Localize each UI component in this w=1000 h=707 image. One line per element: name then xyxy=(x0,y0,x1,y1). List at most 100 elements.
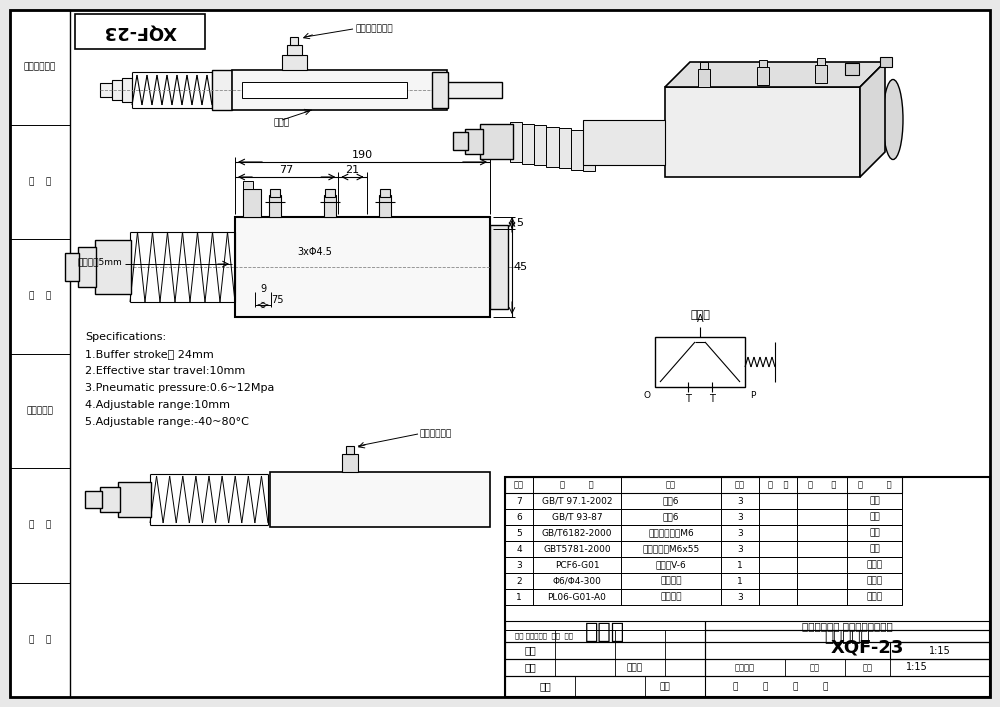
Ellipse shape xyxy=(883,79,903,160)
Text: 2: 2 xyxy=(516,576,522,585)
Bar xyxy=(85,491,102,508)
Text: PCF6-G01: PCF6-G01 xyxy=(555,561,599,570)
Bar xyxy=(505,676,990,697)
Bar xyxy=(700,62,708,69)
Text: GB/T 93-87: GB/T 93-87 xyxy=(552,513,602,522)
Bar xyxy=(705,621,990,631)
Bar xyxy=(705,659,990,676)
Text: 3: 3 xyxy=(516,561,522,570)
Text: 三孔限位阀: 三孔限位阀 xyxy=(825,629,870,644)
Text: 数量: 数量 xyxy=(735,481,745,489)
Text: 75: 75 xyxy=(271,295,283,305)
Text: 21: 21 xyxy=(345,165,359,175)
Text: 名称: 名称 xyxy=(666,481,676,489)
Bar xyxy=(490,225,508,309)
Text: GB/T6182-2000: GB/T6182-2000 xyxy=(542,529,612,537)
Bar xyxy=(346,446,354,454)
Text: 借通用件登记: 借通用件登记 xyxy=(24,63,56,71)
Bar xyxy=(480,124,513,159)
Text: 重       量: 重 量 xyxy=(808,481,836,489)
Text: 3xΦ4.5: 3xΦ4.5 xyxy=(298,247,332,257)
Bar xyxy=(75,14,205,49)
Text: 4.Adjustable range:10mm: 4.Adjustable range:10mm xyxy=(85,400,230,410)
Text: 重量: 重量 xyxy=(810,663,820,672)
Bar xyxy=(118,482,151,517)
Bar xyxy=(522,124,534,163)
Text: 3: 3 xyxy=(737,513,743,522)
Bar xyxy=(890,642,990,659)
Text: 序号: 序号 xyxy=(514,481,524,489)
Text: 描    图: 描 图 xyxy=(29,177,51,186)
Text: 直角接头: 直角接头 xyxy=(660,592,682,602)
Bar xyxy=(505,493,902,509)
Text: 外六角螺栎M6x55: 外六角螺栎M6x55 xyxy=(642,544,700,554)
Text: 45: 45 xyxy=(513,262,527,272)
Text: 5: 5 xyxy=(516,218,524,228)
Text: 1.Buffer stroke： 24mm: 1.Buffer stroke： 24mm xyxy=(85,349,214,359)
Bar xyxy=(815,65,827,83)
Text: Φ6/Φ4-300: Φ6/Φ4-300 xyxy=(553,576,601,585)
Text: GB/T 97.1-2002: GB/T 97.1-2002 xyxy=(542,496,612,506)
Bar xyxy=(95,240,131,294)
Text: 工艺: 工艺 xyxy=(540,682,552,691)
Bar xyxy=(534,125,546,165)
Bar xyxy=(270,472,490,527)
Text: PL06-G01-A0: PL06-G01-A0 xyxy=(548,592,606,602)
Text: 附件: 附件 xyxy=(869,496,880,506)
Bar xyxy=(505,589,902,605)
Text: 1: 1 xyxy=(737,576,743,585)
Text: 平坤6: 平坤6 xyxy=(663,496,679,506)
Text: 6: 6 xyxy=(516,513,522,522)
Bar xyxy=(235,217,490,317)
Bar xyxy=(705,631,990,642)
Bar xyxy=(122,78,132,102)
Text: 备         注: 备 注 xyxy=(858,481,891,489)
Bar xyxy=(270,189,280,197)
Text: 标记 更改文件号  签字  日期: 标记 更改文件号 签字 日期 xyxy=(515,633,573,639)
Text: 材    料: 材 料 xyxy=(768,481,788,489)
Text: 5: 5 xyxy=(516,529,522,537)
Bar xyxy=(505,477,902,493)
Text: 可调范囵5mm: 可调范囵5mm xyxy=(78,257,122,267)
Bar xyxy=(112,80,122,100)
Bar xyxy=(453,132,468,150)
Text: 1: 1 xyxy=(516,592,522,602)
Bar xyxy=(287,45,302,55)
Text: 附件: 附件 xyxy=(869,513,880,522)
Bar xyxy=(583,131,595,171)
Bar xyxy=(698,69,710,87)
Text: 安装上: 安装上 xyxy=(866,576,883,585)
Bar xyxy=(242,82,407,98)
Text: 排气控换向阀: 排气控换向阀 xyxy=(420,429,452,438)
Bar xyxy=(232,70,447,110)
Bar xyxy=(880,57,892,67)
Text: 3: 3 xyxy=(737,529,743,537)
Text: XQF-23: XQF-23 xyxy=(103,23,177,40)
Bar xyxy=(342,454,358,472)
Text: 校    描: 校 描 xyxy=(29,292,51,300)
Polygon shape xyxy=(665,62,885,87)
Polygon shape xyxy=(860,62,885,177)
Text: 3.Pneumatic pressure:0.6~12Mpa: 3.Pneumatic pressure:0.6~12Mpa xyxy=(85,383,274,393)
Bar xyxy=(505,509,902,525)
Bar xyxy=(325,189,335,197)
Bar xyxy=(432,72,448,108)
Text: Specifications:: Specifications: xyxy=(85,332,166,342)
Bar xyxy=(583,120,665,165)
Bar xyxy=(10,10,70,697)
Bar xyxy=(282,55,307,70)
Text: 日期: 日期 xyxy=(660,682,670,691)
Bar xyxy=(505,541,902,557)
Text: GBT5781-2000: GBT5781-2000 xyxy=(543,544,611,554)
Text: 3: 3 xyxy=(737,544,743,554)
Bar xyxy=(465,129,483,154)
Text: 接控制阀非开口: 接控制阀非开口 xyxy=(355,25,393,33)
Text: 9: 9 xyxy=(260,284,266,294)
Text: 签    字: 签 字 xyxy=(29,521,51,530)
Text: 比例: 比例 xyxy=(863,663,873,672)
Text: 3: 3 xyxy=(737,496,743,506)
Text: 4: 4 xyxy=(516,544,522,554)
Bar xyxy=(505,573,902,589)
Bar xyxy=(665,87,860,177)
Bar xyxy=(100,83,112,97)
